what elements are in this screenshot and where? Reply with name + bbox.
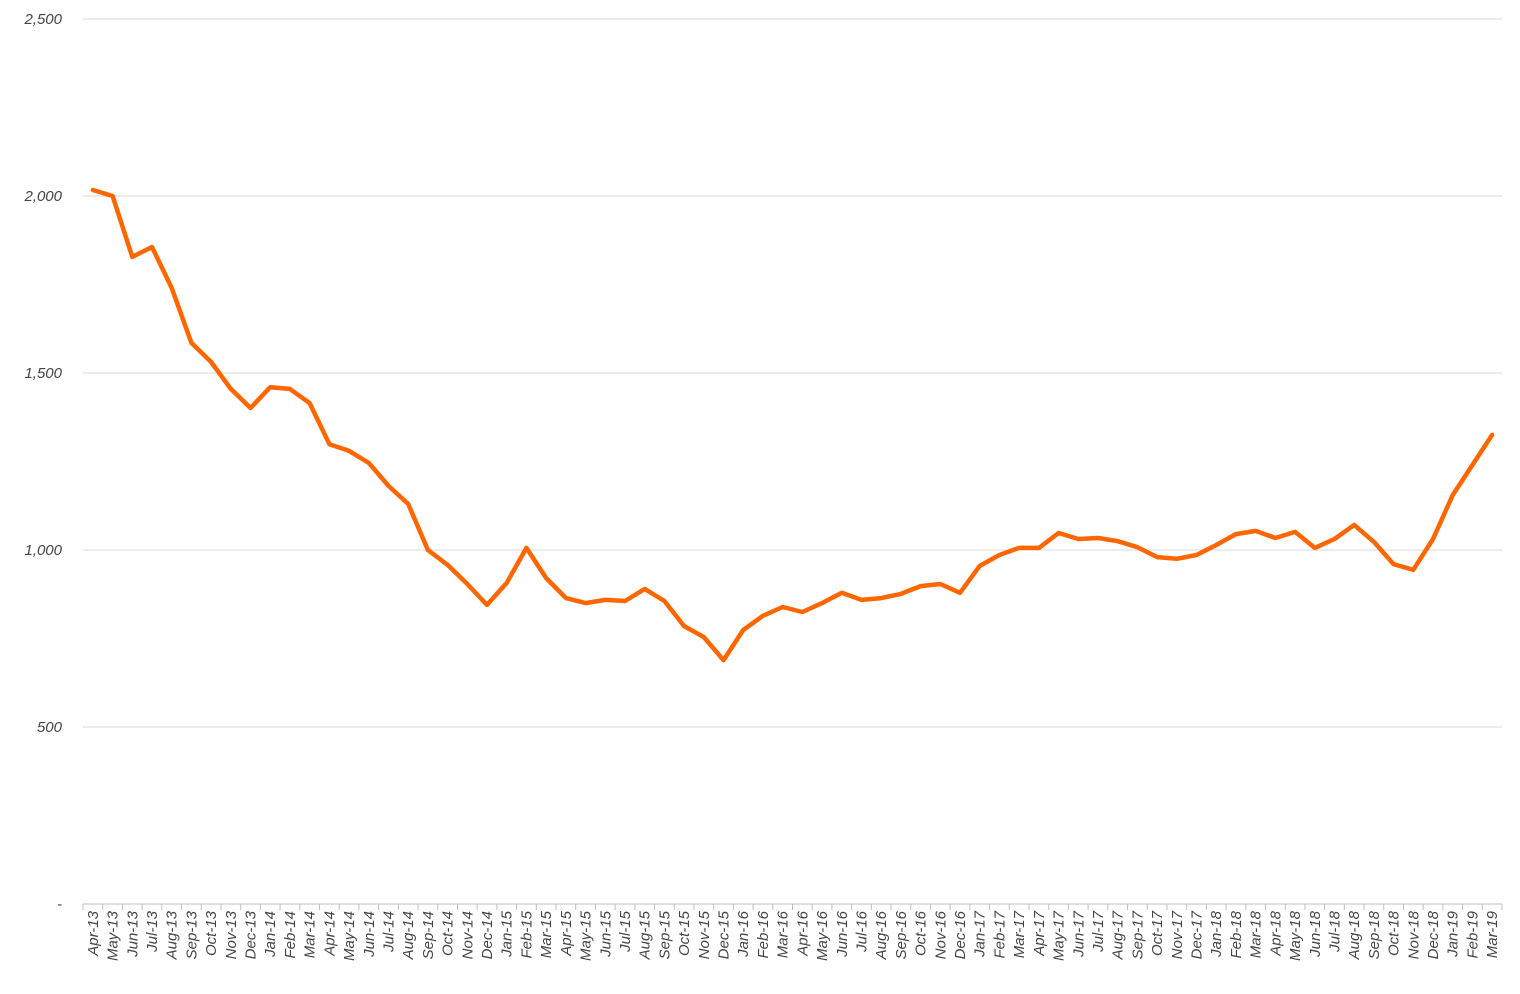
series-group (93, 190, 1492, 660)
x-tick-label: Nov-14 (459, 911, 476, 959)
x-tick-label: Oct-16 (913, 910, 930, 956)
x-tick-label: Nov-15 (696, 910, 713, 959)
y-axis-ticks: - 500 1,000 1,500 2,000 2,500 (23, 11, 62, 913)
x-tick-label: Mar-17 (1011, 910, 1028, 958)
x-tick-label: Sep-17 (1129, 910, 1146, 959)
y-tick-label: 1,500 (24, 365, 62, 382)
x-tick-label: Oct-13 (203, 910, 220, 956)
x-tick-label: Jun-14 (361, 911, 378, 958)
x-tick-label: Mar-16 (775, 910, 792, 958)
x-tick-label: May-13 (105, 910, 122, 961)
x-tick-label: Mar-19 (1484, 910, 1501, 958)
x-tick-label: Jan-16 (735, 910, 752, 958)
x-tick-label: Jan-19 (1445, 910, 1462, 958)
x-tick-label: Oct-15 (676, 910, 693, 956)
x-tick-label: Dec-13 (243, 910, 260, 959)
gridlines (83, 19, 1502, 904)
x-tick-label: May-14 (341, 911, 358, 961)
x-tick-label: Aug-16 (873, 910, 890, 960)
x-tick-label: Apr-18 (1267, 910, 1284, 956)
x-tick-label: Feb-17 (991, 910, 1008, 958)
x-tick-label: Nov-13 (223, 910, 240, 959)
x-tick-label: Sep-14 (420, 911, 437, 959)
y-tick-label: 2,500 (23, 11, 62, 28)
x-tick-label: Aug-17 (1110, 910, 1127, 960)
series-line (93, 190, 1492, 660)
x-tick-label: Apr-13 (85, 910, 102, 956)
x-tick-label: Aug-13 (164, 910, 181, 960)
x-tick-label: Mar-18 (1248, 910, 1265, 958)
x-tick-label: Nov-18 (1405, 910, 1422, 959)
x-tick-label: Aug-14 (400, 911, 417, 960)
x-tick-label: Aug-15 (637, 910, 654, 960)
x-tick-label: Oct-14 (440, 911, 457, 956)
x-tick-label: Sep-18 (1366, 910, 1383, 959)
x-tick-label: Feb-15 (518, 910, 535, 958)
x-tick-label: Feb-14 (282, 911, 299, 959)
x-tick-label: Dec-18 (1425, 910, 1442, 959)
x-tick-label: May-17 (1051, 910, 1068, 961)
x-tick-label: Dec-14 (479, 911, 496, 959)
x-tick-label: Jun-17 (1070, 910, 1087, 958)
x-tick-label: Jun-18 (1307, 910, 1324, 958)
y-tick-label: - (57, 896, 62, 913)
x-tick-label: Apr-16 (794, 910, 811, 956)
x-tick-label: Jul-16 (853, 910, 870, 953)
x-tick-label: May-16 (814, 910, 831, 961)
x-tick-label: Sep-15 (656, 910, 673, 959)
x-tick-label: Feb-18 (1228, 910, 1245, 958)
y-tick-label: 2,000 (23, 188, 62, 205)
x-tick-label: Jun-15 (597, 910, 614, 958)
x-tick-label: Dec-17 (1189, 910, 1206, 959)
x-tick-label: Jan-15 (499, 910, 516, 958)
x-tick-label: Feb-19 (1464, 910, 1481, 958)
x-tick-label: Apr-17 (1031, 910, 1048, 956)
x-tick-label: Jun-13 (124, 910, 141, 958)
x-tick-label: Jun-16 (834, 910, 851, 958)
x-tick-label: Dec-16 (952, 910, 969, 959)
x-tick-label: Jul-18 (1326, 910, 1343, 953)
x-tick-label: Apr-14 (321, 911, 338, 957)
x-tick-label: Jul-14 (380, 911, 397, 953)
x-tick-label: Oct-17 (1149, 910, 1166, 956)
x-tick-label: Dec-15 (716, 910, 733, 959)
y-tick-label: 1,000 (24, 542, 62, 559)
x-tick-label: Jul-17 (1090, 910, 1107, 953)
x-tick-label: Oct-18 (1386, 910, 1403, 956)
x-tick-label: Jul-15 (617, 910, 634, 953)
x-tick-label: Jan-18 (1208, 910, 1225, 958)
x-tick-label: Jul-13 (144, 910, 161, 953)
y-tick-label: 500 (37, 719, 63, 736)
x-tick-label: Jan-14 (262, 911, 279, 958)
x-tick-label: Sep-13 (183, 910, 200, 959)
x-tick-label: Nov-16 (932, 910, 949, 959)
x-tick-label: Mar-15 (538, 910, 555, 958)
x-tick-label: Nov-17 (1169, 910, 1186, 959)
x-tick-label: Jan-17 (972, 910, 989, 958)
x-tick-label: Aug-18 (1346, 910, 1363, 960)
x-tick-label: Mar-14 (302, 911, 319, 958)
x-tick-label: Feb-16 (755, 910, 772, 958)
x-tick-label: Apr-15 (558, 910, 575, 956)
x-tick-label: Sep-16 (893, 910, 910, 959)
x-tick-label: May-18 (1287, 910, 1304, 961)
x-tick-label: May-15 (578, 910, 595, 961)
